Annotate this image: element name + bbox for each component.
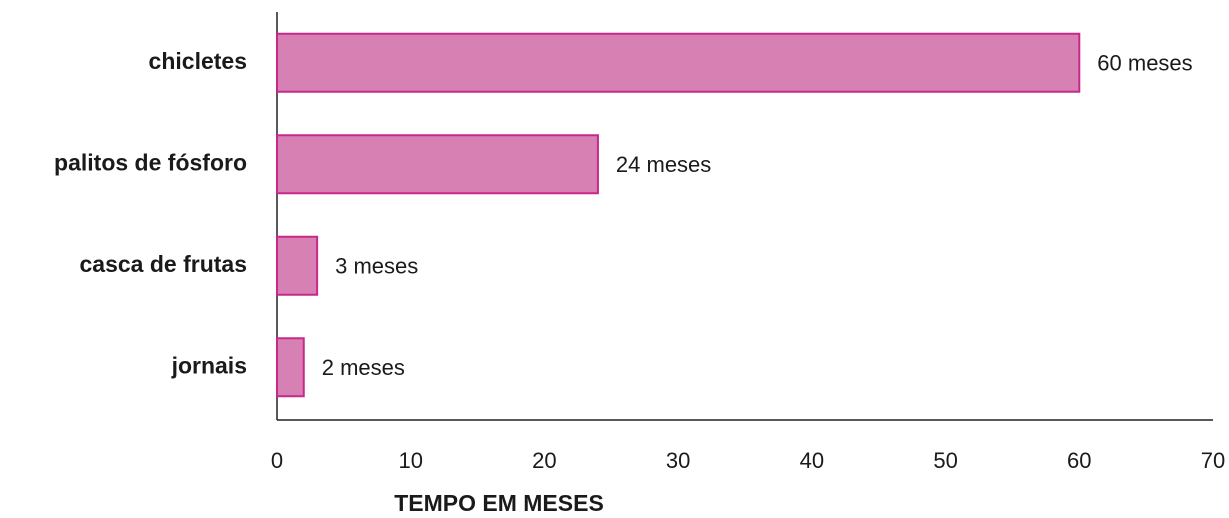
bar [276,337,305,398]
x-tick-label: 40 [800,448,824,473]
x-tick-label: 70 [1201,448,1225,473]
x-tick-label: 60 [1067,448,1091,473]
bar [276,32,1081,93]
bar [276,134,599,195]
data-label: 2 meses [322,355,405,380]
x-tick-label: 50 [933,448,957,473]
bar [276,235,319,296]
data-label: 60 meses [1097,51,1192,76]
y-tick-label: jornais [171,352,247,378]
y-tick-label: palitos de fósforo [54,149,247,175]
data-label: 3 meses [335,254,418,279]
x-tick-label: 30 [666,448,690,473]
x-tick-label: 10 [398,448,422,473]
x-axis-title: TEMPO EM MESES [394,490,604,516]
y-tick-label: casca de frutas [80,251,247,277]
y-tick-label: chicletes [149,48,247,74]
data-label: 24 meses [616,152,711,177]
x-tick-label: 0 [271,448,283,473]
x-tick-label: 20 [532,448,556,473]
